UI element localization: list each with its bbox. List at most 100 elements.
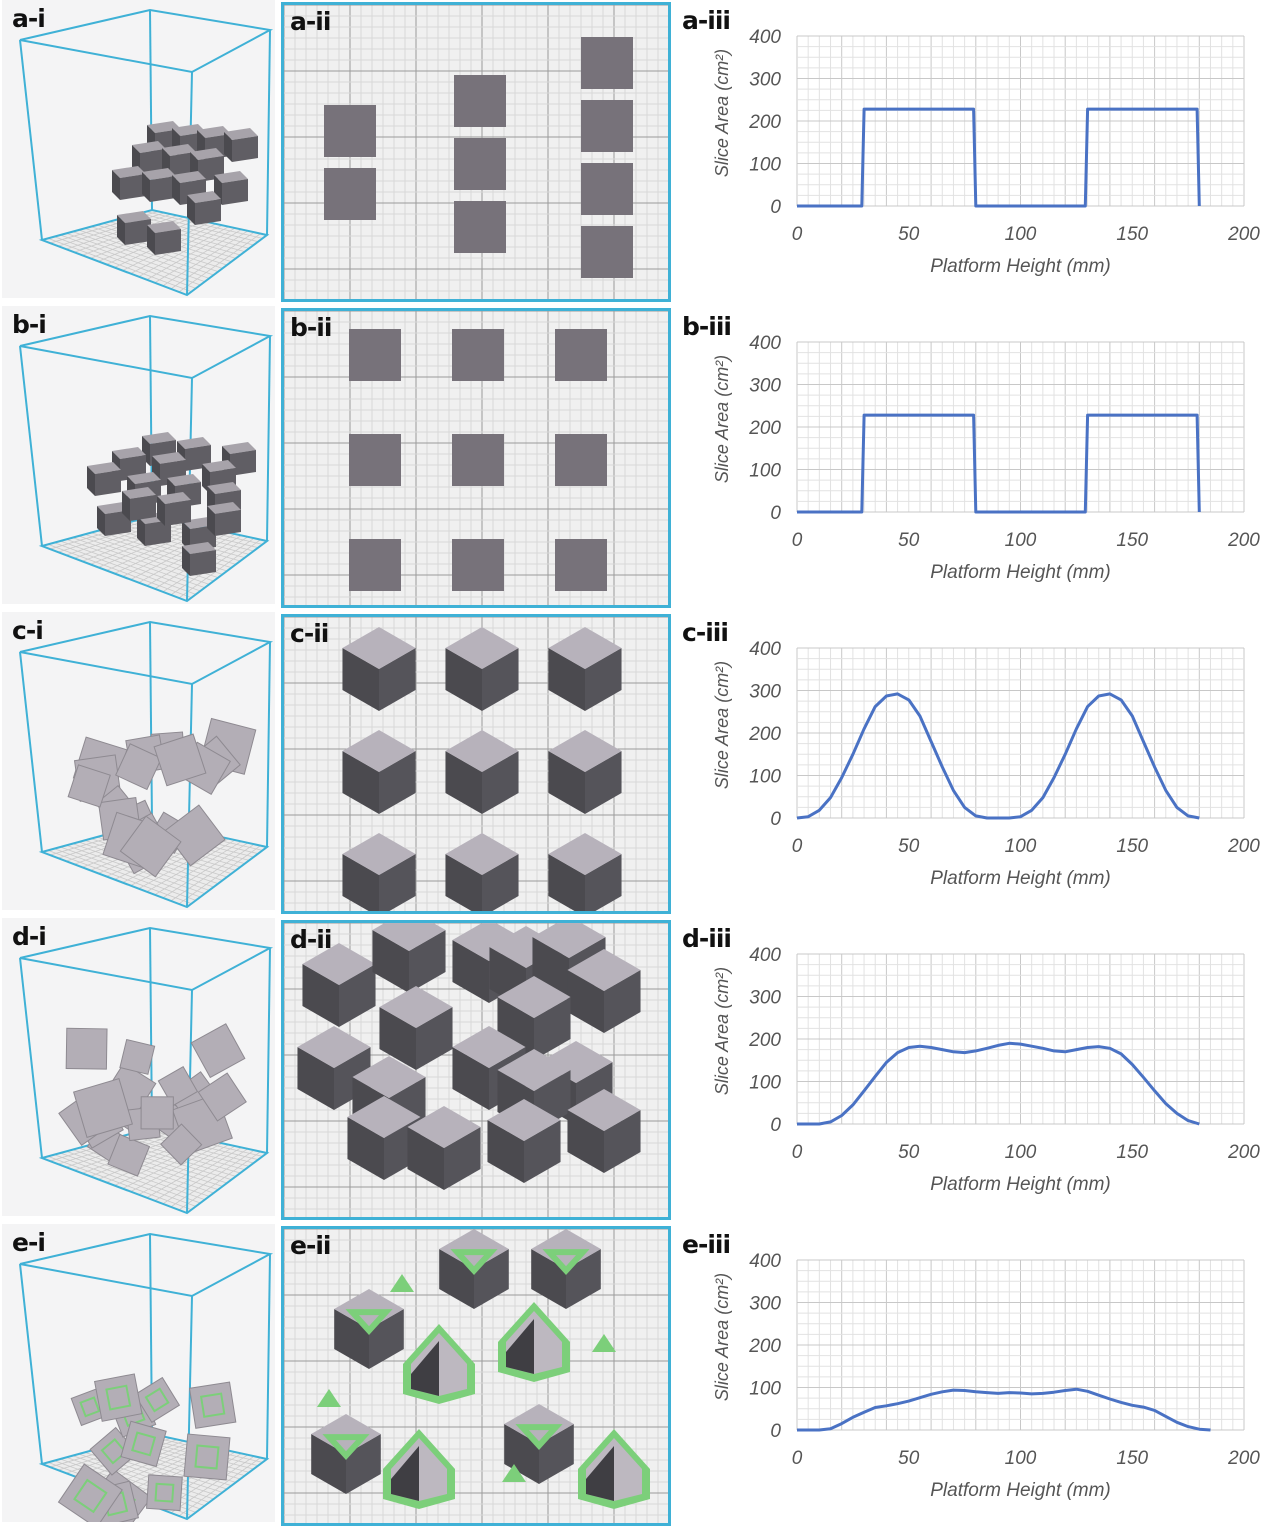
support-triangle (515, 1424, 563, 1451)
cube-face-right (379, 751, 416, 814)
panel-e-iii: 0 100 200 300 400 0 50 100 150 200 Platform Height… (678, 1224, 1269, 1522)
cube-face-top (532, 923, 606, 958)
panel-label: a-iii (682, 6, 731, 35)
y-axis-label: Slice Area (cm²) (712, 49, 732, 177)
y-tick-label: 200 (748, 1030, 781, 1051)
y-tick-label: 100 (749, 461, 781, 482)
panel-label: d-iii (682, 924, 732, 953)
panel-c-iii: 0 100 200 300 400 0 50 100 150 200 Platform Height… (678, 612, 1269, 910)
y-tick-label: 400 (749, 333, 781, 354)
part-footprints (342, 627, 622, 911)
cube-face-right (409, 930, 446, 993)
x-tick-label: 100 (1005, 1142, 1037, 1163)
panel-label: a-ii (290, 7, 331, 36)
y-tick-label: 0 (770, 197, 781, 218)
build-volume-frame (19, 620, 274, 909)
part-footprint (452, 329, 504, 381)
x-tick-label: 200 (1227, 224, 1260, 245)
support-triangle (450, 1249, 498, 1276)
part-footprint (454, 138, 506, 190)
series-line (796, 692, 1200, 820)
cube-face-right (379, 854, 416, 911)
figure-row-a: a-i a-ii 0 100 200 300 400 0 50 100 150 200 Platform… (0, 0, 1269, 302)
cube-face-top (302, 943, 376, 985)
support-piece (502, 1464, 526, 1482)
cube-face-right (346, 1434, 381, 1494)
cube-face-left (548, 648, 585, 711)
x-axis-label: Platform Height (mm) (930, 1480, 1111, 1501)
panel-label: e-i (12, 1228, 46, 1257)
panel-d-i: d-i (2, 918, 275, 1216)
part-footprints (349, 329, 607, 591)
panel-b-i: b-i (2, 306, 275, 604)
cube-face-right (585, 751, 622, 814)
cube-face-right (379, 648, 416, 711)
slice-area-chart: 0 100 200 300 400 0 50 100 150 200 Platform Height… (712, 1251, 1260, 1501)
cube-face-top (342, 627, 416, 669)
support-piece (592, 1334, 616, 1352)
x-tick-label: 100 (1005, 530, 1037, 551)
panel-c-ii: c-ii (281, 614, 671, 914)
cube-face-top (445, 627, 519, 669)
build-volume-view (19, 926, 274, 1215)
y-tick-label: 300 (749, 1294, 781, 1315)
cube-face-left (372, 930, 409, 993)
y-tick-label: 300 (749, 988, 781, 1009)
panel-label: c-i (12, 616, 44, 645)
panel-e-i: e-i (2, 1224, 275, 1522)
cube-face-top (548, 627, 622, 669)
cube-face-top (439, 1229, 509, 1269)
slice-area-chart: 0 100 200 300 400 0 50 100 150 200 Platform Height… (712, 333, 1260, 583)
cube-face-right (416, 1007, 453, 1070)
cube-face-left (302, 964, 339, 1027)
part-footprint (581, 37, 633, 89)
y-tick-label: 300 (749, 682, 781, 703)
cube-face-top (567, 949, 641, 991)
cube-face-left (548, 751, 585, 814)
x-tick-label: 0 (792, 530, 803, 551)
panel-label: e-ii (290, 1231, 331, 1260)
panel-label: b-ii (290, 313, 332, 342)
y-tick-label: 100 (749, 155, 781, 176)
chart-grid (796, 647, 1245, 819)
cube-face-left (311, 1434, 346, 1494)
cube-face-left (445, 751, 482, 814)
cube-face-right (369, 1309, 404, 1369)
y-axis-label: Slice Area (cm²) (712, 967, 732, 1095)
cube-face-top (567, 1089, 641, 1131)
panel-label: d-ii (290, 925, 332, 954)
y-tick-label: 300 (749, 70, 781, 91)
part-footprints (311, 1229, 650, 1509)
x-axis-label: Platform Height (mm) (930, 1174, 1111, 1195)
y-tick-label: 200 (748, 724, 781, 745)
panel-label: c-ii (290, 619, 329, 648)
y-tick-label: 0 (770, 1421, 781, 1442)
part-footprint (581, 163, 633, 215)
x-tick-label: 200 (1227, 1448, 1260, 1469)
slice-top-view (284, 617, 668, 911)
cube-face-right (534, 997, 571, 1060)
panel-label: b-iii (682, 312, 732, 341)
cube-face-left (487, 1120, 524, 1183)
cube-face-left (334, 1309, 369, 1369)
panel-d-ii: d-ii (281, 920, 671, 1220)
x-tick-label: 200 (1227, 836, 1260, 857)
x-tick-label: 50 (898, 1448, 920, 1469)
cube-face-top (489, 926, 563, 968)
x-tick-label: 50 (898, 836, 920, 857)
x-tick-label: 0 (792, 836, 803, 857)
slice-top-view (284, 311, 668, 605)
y-tick-label: 300 (749, 376, 781, 397)
printed-parts (57, 1373, 237, 1522)
slice-area-chart: 0 100 200 300 400 0 50 100 150 200 Platform Height… (712, 27, 1260, 277)
cube-face-right (604, 1110, 641, 1173)
build-volume-view (19, 620, 274, 909)
cube-face-left (567, 1110, 604, 1173)
cube-face-left (347, 1117, 384, 1180)
y-tick-label: 0 (770, 809, 781, 830)
panel-b-iii: 0 100 200 300 400 0 50 100 150 200 Platform Height… (678, 306, 1269, 604)
cube-face-top (452, 1026, 526, 1068)
part-footprint (349, 434, 401, 486)
cube-face-top (445, 730, 519, 772)
part-footprint (555, 434, 607, 486)
